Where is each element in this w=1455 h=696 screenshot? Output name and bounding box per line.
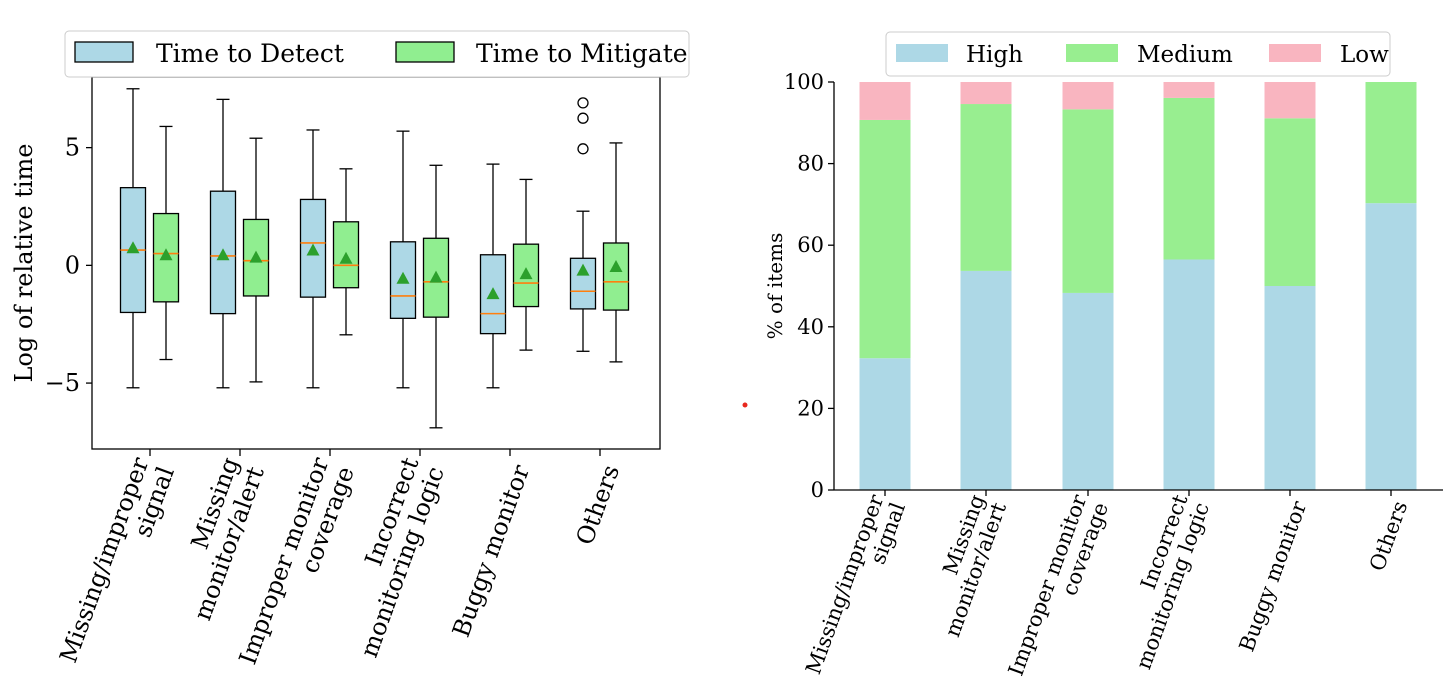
mean-marker-time-to-mitigate-3: [339, 251, 353, 264]
box-time-to-mitigate-6: [602, 242, 630, 311]
left-category-label-buggy-monitor: Buggy monitor: [447, 461, 535, 641]
legend-swatch-high: [896, 44, 948, 62]
left-category-label-missing-improper-signal: Missing/impropersignal: [54, 453, 180, 675]
mean-marker-time-to-mitigate-5: [519, 267, 533, 280]
box-time-to-mitigate-3: [332, 221, 360, 289]
bar-medium-5: [1264, 118, 1316, 286]
legend-swatch-low: [1269, 44, 1321, 62]
bar-medium-1: [859, 119, 911, 359]
right-category-label-missing-improper-signal: Missing/impropersignal: [801, 491, 910, 686]
legend-swatch-time-to-detect: [74, 41, 134, 63]
left-category-label-others: Others: [571, 461, 626, 548]
bar-low-5: [1264, 82, 1316, 119]
bar-high-6: [1365, 203, 1417, 490]
mean-marker-time-to-detect-5: [486, 287, 500, 300]
mean-marker-time-to-detect-4: [396, 271, 410, 284]
bar-high-2: [960, 270, 1012, 490]
left-y-axis-label: Log of relative time: [10, 144, 38, 383]
left-ytick-label--5: −5: [45, 369, 80, 397]
right-y-axis-label: % of items: [763, 233, 787, 340]
left-legend: Time to Detect Time to Mitigate: [64, 30, 690, 78]
bar-low-1: [859, 82, 911, 120]
right-category-label-missing-monitor-alert: Missingmonitor/alert: [919, 491, 1012, 640]
left-legend-frame: [64, 30, 690, 78]
left-ytick-label-5: 5: [65, 134, 80, 162]
mean-marker-time-to-detect-3: [306, 243, 320, 256]
box-time-to-mitigate-4: [422, 237, 450, 318]
left-category-line-6-1: Others: [571, 461, 626, 548]
bar-medium-3: [1062, 109, 1114, 293]
right-category-line-6-1: Others: [1365, 498, 1412, 574]
right-ytick-label-80: 80: [797, 152, 824, 176]
legend-label-high: High: [966, 42, 1023, 68]
bar-low-3: [1062, 82, 1114, 110]
bar-high-3: [1062, 292, 1114, 490]
outlier-time-to-detect-6-1: [577, 143, 589, 155]
left-category-line-1-1: Missing/improper: [54, 453, 154, 666]
right-legend: High Medium Low: [885, 31, 1391, 77]
legend-label-time-to-mitigate: Time to Mitigate: [476, 39, 688, 68]
bar-low-4: [1163, 82, 1215, 98]
mean-marker-time-to-detect-6: [576, 263, 590, 276]
legend-label-low: Low: [1340, 42, 1389, 68]
left-ytick-label-0: 0: [65, 251, 80, 279]
bar-high-1: [859, 358, 911, 490]
right-ytick-label-20: 20: [797, 396, 824, 420]
left-category-label-missing-monitor-alert: Missingmonitor/alert: [163, 453, 270, 624]
mean-marker-time-to-mitigate-1: [159, 248, 173, 261]
bar-high-4: [1163, 259, 1215, 490]
right-category-label-improper-monitor-coverage: Improper monitorcoverage: [1004, 491, 1114, 687]
box-plot-chart: −5 0 5 Missing/impropersignal Missingmonito…: [10, 30, 690, 675]
right-category-label-incorrect-monitoring-logic: Incorrectmonitoring logic: [1110, 491, 1214, 673]
legend-label-time-to-detect: Time to Detect: [156, 39, 344, 68]
red-dot-marker: [742, 402, 748, 408]
right-category-label-others: Others: [1365, 498, 1412, 574]
outlier-time-to-detect-6-3: [577, 97, 589, 109]
bar-medium-6: [1365, 82, 1417, 204]
right-ytick-label-100: 100: [784, 70, 824, 94]
right-ytick-label-40: 40: [797, 315, 824, 339]
bar-medium-4: [1163, 97, 1215, 260]
mean-marker-time-to-mitigate-6: [609, 260, 623, 273]
mean-marker-time-to-detect-1: [126, 241, 140, 254]
left-category-line-5-1: Buggy monitor: [447, 461, 535, 641]
right-category-line-1-1: Missing/improper: [801, 491, 889, 678]
legend-swatch-time-to-mitigate: [395, 41, 455, 63]
right-ytick-label-0: 0: [811, 478, 824, 502]
bar-high-5: [1264, 286, 1316, 490]
bar-low-2: [960, 82, 1012, 105]
right-category-label-buggy-monitor: Buggy monitor: [1235, 497, 1312, 655]
right-ytick-label-60: 60: [797, 233, 824, 257]
mean-marker-time-to-detect-2: [216, 248, 230, 261]
legend-swatch-medium: [1066, 44, 1118, 62]
legend-label-medium: Medium: [1137, 42, 1233, 68]
mean-marker-time-to-mitigate-4: [429, 270, 443, 283]
right-category-line-5-1: Buggy monitor: [1235, 497, 1312, 655]
right-legend-frame: [885, 31, 1391, 77]
outlier-time-to-detect-6-2: [577, 112, 589, 124]
bar-medium-2: [960, 104, 1012, 271]
mean-marker-time-to-mitigate-2: [249, 250, 263, 263]
stacked-bar-chart: 0 20 40 60 80 100 Missing/impropersignal Missi…: [763, 31, 1443, 687]
